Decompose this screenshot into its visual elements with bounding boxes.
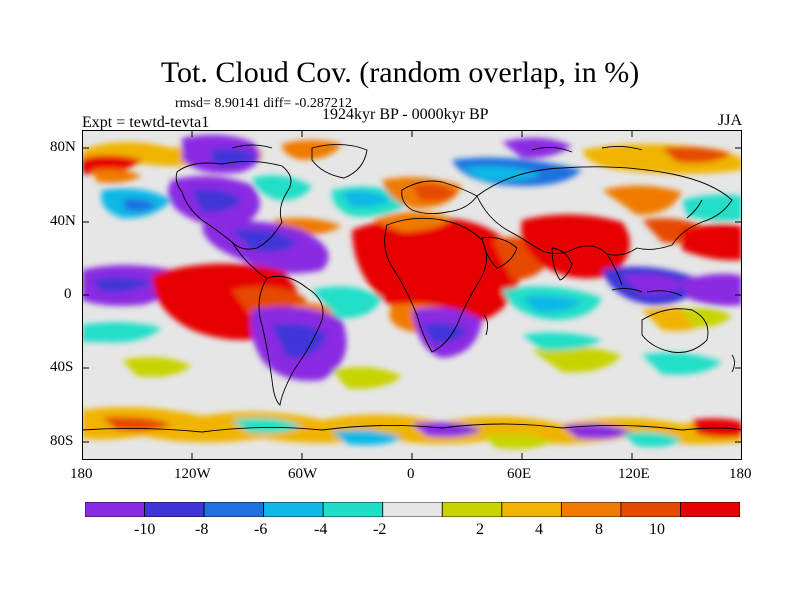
colorbar-box	[501, 502, 562, 517]
colorbar-box	[382, 502, 443, 517]
stats-label: rmsd= 8.90141 diff= -0.287212	[175, 96, 352, 111]
colorbar-box	[144, 502, 205, 517]
lon-label-120w: 120W	[174, 466, 211, 482]
colorbar-label-8: 8	[595, 521, 603, 538]
colorbar-box	[203, 502, 265, 517]
lat-label-40n: 40N	[50, 213, 76, 229]
lon-label-120e: 120E	[618, 466, 650, 482]
lat-label-0: 0	[64, 286, 72, 302]
colorbar-box	[560, 502, 622, 517]
colorbar-svg	[85, 502, 740, 517]
colorbar-label-minus2: -2	[373, 521, 387, 538]
colorbar-label-minus10: -10	[134, 521, 156, 538]
colorbar-label-minus4: -4	[314, 521, 328, 538]
colorbar	[85, 502, 740, 517]
colorbar-label-10: 10	[649, 521, 665, 538]
lon-label-180e: 180	[729, 466, 752, 482]
plot-title: Tot. Cloud Cov. (random overlap, in %)	[160, 56, 640, 89]
lat-label-80n: 80N	[50, 139, 76, 155]
colorbar-box	[322, 502, 384, 517]
lon-label-180w: 180	[70, 466, 93, 482]
map-panel	[82, 130, 742, 460]
experiment-label: Expt = tewtd-tevta1	[82, 114, 210, 131]
lat-label-80s: 80S	[50, 433, 74, 449]
colorbar-box	[263, 502, 324, 517]
colorbar-box	[85, 502, 145, 517]
colorbar-label-4: 4	[535, 521, 543, 538]
colorbar-box	[620, 502, 681, 517]
lon-label-60e: 60E	[507, 466, 532, 482]
colorbar-label-2: 2	[476, 521, 484, 538]
colorbar-label-minus8: -8	[195, 521, 209, 538]
colorbar-label-minus6: -6	[254, 521, 268, 538]
coastlines	[82, 144, 742, 433]
lat-label-40s: 40S	[50, 359, 74, 375]
season-label: JJA	[717, 112, 742, 129]
colorbar-box	[680, 502, 740, 517]
lon-label-0: 0	[407, 466, 415, 482]
period-label: 1924kyr BP - 0000kyr BP	[322, 106, 489, 123]
map-svg	[82, 130, 742, 460]
lon-label-60w: 60W	[288, 466, 318, 482]
field-shading	[82, 134, 742, 450]
lat-tick-marks	[82, 130, 742, 460]
colorbar-box	[441, 502, 503, 517]
